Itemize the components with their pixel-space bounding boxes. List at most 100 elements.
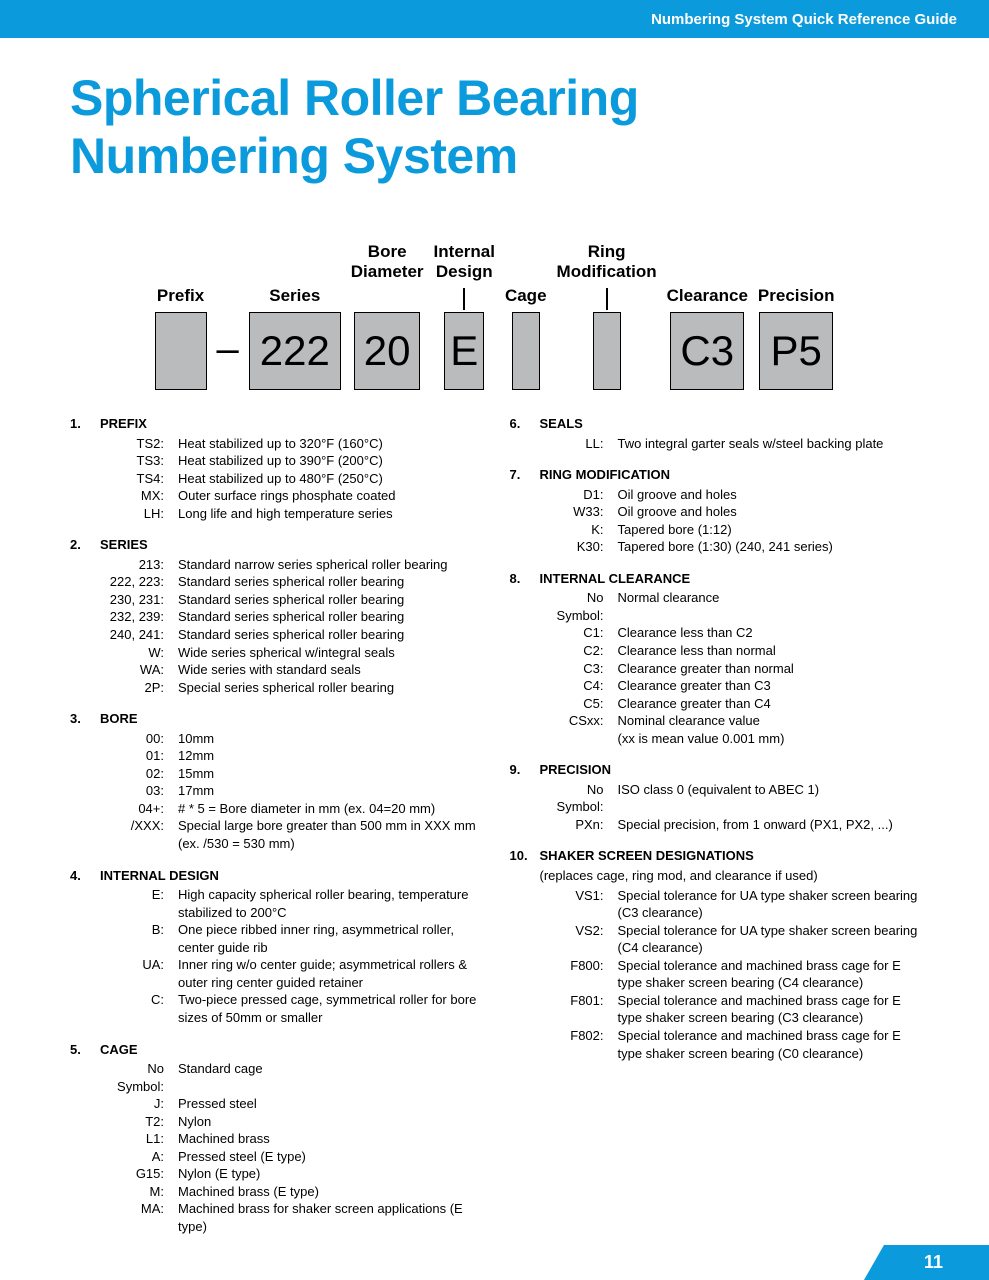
- description: 15mm: [178, 765, 480, 783]
- diagram-slot: InternalDesignE: [434, 240, 495, 390]
- section-heading: 1.PREFIX: [70, 415, 480, 433]
- definition-row: 01:12mm: [100, 747, 480, 765]
- description: Special precision, from 1 onward (PX1, P…: [618, 816, 920, 834]
- section: 1.PREFIX TS2:Heat stabilized up to 320°F …: [70, 415, 480, 522]
- description: 12mm: [178, 747, 480, 765]
- definition-row: 222, 223:Standard series spherical rolle…: [100, 573, 480, 591]
- description: Heat stabilized up to 320°F (160°C): [178, 435, 480, 453]
- code: L1:: [100, 1130, 178, 1148]
- description: Clearance less than normal: [618, 642, 920, 660]
- code: LL:: [540, 435, 618, 453]
- section: 3.BORE00:10mm01:12mm02:15mm03:17mm04+:# …: [70, 710, 480, 852]
- definition-row: 230, 231:Standard series spherical rolle…: [100, 591, 480, 609]
- code: B:: [100, 921, 178, 956]
- code: D1:: [540, 486, 618, 504]
- page-number-tab: 11: [864, 1245, 989, 1280]
- section: 4.INTERNAL DESIGNE:High capacity spheric…: [70, 867, 480, 1027]
- header-text: Numbering System Quick Reference Guide: [651, 11, 957, 28]
- definition-row: G15:Nylon (E type): [100, 1165, 480, 1183]
- section: 10.SHAKER SCREEN DESIGNATIONS(replaces c…: [510, 847, 920, 1062]
- code: J:: [100, 1095, 178, 1113]
- description: Standard narrow series spherical roller …: [178, 556, 480, 574]
- code: VS2:: [540, 922, 618, 957]
- description: Standard series spherical roller bearing: [178, 573, 480, 591]
- code: [540, 730, 618, 748]
- code: F800:: [540, 957, 618, 992]
- section: 2.SERIES213:Standard narrow series spher…: [70, 536, 480, 696]
- diagram-slot: RingModification: [557, 240, 657, 390]
- code: C1:: [540, 624, 618, 642]
- definition-row: MX:Outer surface rings phosphate coated: [100, 487, 480, 505]
- code: W:: [100, 644, 178, 662]
- code: C5:: [540, 695, 618, 713]
- slot-box: 20: [354, 312, 420, 390]
- definition-row: (xx is mean value 0.001 mm): [540, 730, 920, 748]
- code: TS4:: [100, 470, 178, 488]
- description: Machined brass: [178, 1130, 480, 1148]
- definition-row: No Symbol:Normal clearance: [540, 589, 920, 624]
- code: 02:: [100, 765, 178, 783]
- description: Clearance greater than C4: [618, 695, 920, 713]
- definition-row: No Symbol:ISO class 0 (equivalent to ABE…: [540, 781, 920, 816]
- description: Outer surface rings phosphate coated: [178, 487, 480, 505]
- description: One piece ribbed inner ring, asymmetrica…: [178, 921, 480, 956]
- code: M:: [100, 1183, 178, 1201]
- description: High capacity spherical roller bearing, …: [178, 886, 480, 921]
- section-heading: 8.INTERNAL CLEARANCE: [510, 570, 920, 588]
- section-heading: 3.BORE: [70, 710, 480, 728]
- slot-box: C3: [670, 312, 744, 390]
- definition-row: C4:Clearance greater than C3: [540, 677, 920, 695]
- definition-row: C3:Clearance greater than normal: [540, 660, 920, 678]
- description: 17mm: [178, 782, 480, 800]
- description: ISO class 0 (equivalent to ABEC 1): [618, 781, 920, 816]
- code: 230, 231:: [100, 591, 178, 609]
- slot-label: BoreDiameter: [351, 242, 424, 282]
- definition-row: E:High capacity spherical roller bearing…: [100, 886, 480, 921]
- section: 5.CAGENo Symbol:Standard cageJ:Pressed s…: [70, 1041, 480, 1236]
- slot-box: [155, 312, 207, 390]
- description: Special tolerance for UA type shaker scr…: [618, 922, 920, 957]
- section: 8.INTERNAL CLEARANCENo Symbol:Normal cle…: [510, 570, 920, 747]
- definition-row: M:Machined brass (E type): [100, 1183, 480, 1201]
- definition-row: C5:Clearance greater than C4: [540, 695, 920, 713]
- slot-box: [593, 312, 621, 390]
- diagram-slot: Prefix: [155, 240, 207, 390]
- description: Standard cage: [178, 1060, 480, 1095]
- definition-row: F802:Special tolerance and machined bras…: [540, 1027, 920, 1062]
- definition-row: T2:Nylon: [100, 1113, 480, 1131]
- slot-stem: [606, 288, 608, 310]
- definition-row: B:One piece ribbed inner ring, asymmetri…: [100, 921, 480, 956]
- description: Special tolerance and machined brass cag…: [618, 957, 920, 992]
- code: 240, 241:: [100, 626, 178, 644]
- definition-row: L1:Machined brass: [100, 1130, 480, 1148]
- description: Special large bore greater than 500 mm i…: [178, 817, 480, 852]
- definition-row: 03:17mm: [100, 782, 480, 800]
- description: Special tolerance for UA type shaker scr…: [618, 887, 920, 922]
- code: WA:: [100, 661, 178, 679]
- definition-row: MA:Machined brass for shaker screen appl…: [100, 1200, 480, 1235]
- definition-row: 02:15mm: [100, 765, 480, 783]
- description: Heat stabilized up to 390°F (200°C): [178, 452, 480, 470]
- description: Long life and high temperature series: [178, 505, 480, 523]
- section: 7.RING MODIFICATIOND1:Oil groove and hol…: [510, 466, 920, 556]
- code: LH:: [100, 505, 178, 523]
- definition-row: F801:Special tolerance and machined bras…: [540, 992, 920, 1027]
- code: C3:: [540, 660, 618, 678]
- code: E:: [100, 886, 178, 921]
- code: C4:: [540, 677, 618, 695]
- code: 03:: [100, 782, 178, 800]
- description: Standard series spherical roller bearing: [178, 591, 480, 609]
- page-title: Spherical Roller Bearing Numbering Syste…: [0, 38, 989, 185]
- description: 10mm: [178, 730, 480, 748]
- code: MA:: [100, 1200, 178, 1235]
- definition-row: C2:Clearance less than normal: [540, 642, 920, 660]
- section-heading: 2.SERIES: [70, 536, 480, 554]
- definition-row: TS2:Heat stabilized up to 320°F (160°C): [100, 435, 480, 453]
- slot-box: 222: [249, 312, 341, 390]
- definition-row: 04+:# * 5 = Bore diameter in mm (ex. 04=…: [100, 800, 480, 818]
- slot-label: Cage: [505, 286, 547, 306]
- definition-row: J:Pressed steel: [100, 1095, 480, 1113]
- code: K:: [540, 521, 618, 539]
- code: T2:: [100, 1113, 178, 1131]
- description: Normal clearance: [618, 589, 920, 624]
